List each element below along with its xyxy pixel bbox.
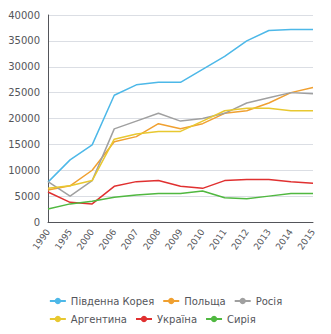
svg-text:5000: 5000 — [15, 191, 40, 202]
svg-text:2006: 2006 — [97, 227, 118, 252]
svg-text:30000: 30000 — [8, 61, 40, 72]
svg-text:2008: 2008 — [141, 227, 162, 252]
svg-text:2007: 2007 — [119, 227, 140, 251]
svg-text:35000: 35000 — [8, 35, 40, 46]
svg-text:2000: 2000 — [75, 227, 96, 252]
svg-text:2009: 2009 — [163, 227, 184, 252]
svg-text:1995: 1995 — [53, 227, 74, 251]
svg-text:Україна: Україна — [157, 314, 197, 325]
svg-text:Аргентина: Аргентина — [71, 314, 127, 325]
svg-text:25000: 25000 — [8, 87, 40, 98]
svg-text:10000: 10000 — [8, 165, 40, 176]
svg-text:2014: 2014 — [274, 227, 295, 252]
svg-text:2013: 2013 — [252, 227, 273, 251]
svg-text:15000: 15000 — [8, 139, 40, 150]
svg-text:2012: 2012 — [230, 227, 251, 251]
svg-text:Росія: Росія — [256, 296, 282, 307]
svg-text:Польща: Польща — [184, 296, 225, 307]
svg-text:40000: 40000 — [8, 10, 40, 21]
svg-text:2015: 2015 — [296, 227, 317, 251]
svg-text:1990: 1990 — [31, 227, 52, 252]
svg-text:Сирія: Сирія — [227, 314, 256, 325]
svg-text:0: 0 — [34, 217, 40, 228]
svg-text:2010: 2010 — [185, 227, 206, 252]
svg-text:2011: 2011 — [207, 227, 228, 251]
svg-text:Південна Корея: Південна Корея — [71, 296, 154, 307]
svg-text:20000: 20000 — [8, 113, 40, 124]
